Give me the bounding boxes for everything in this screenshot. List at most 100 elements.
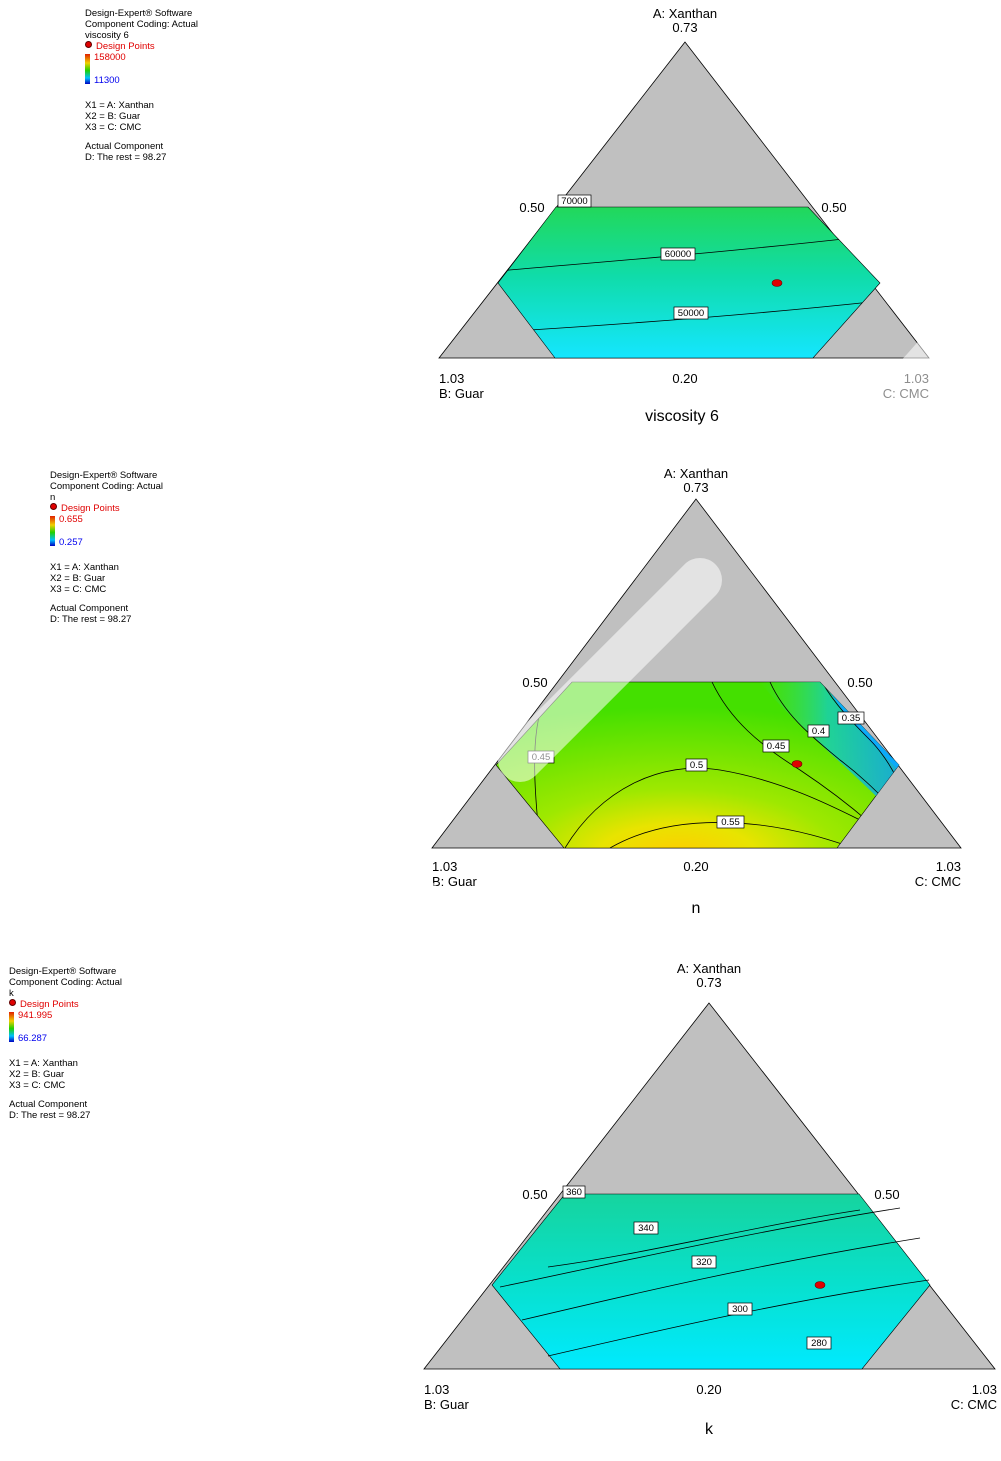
legend-x1: X1 = A: Xanthan	[50, 562, 119, 573]
scale-low: 0.257	[59, 537, 83, 548]
left-name: B: Guar	[432, 874, 477, 889]
legend-x2: X2 = B: Guar	[85, 111, 141, 122]
left-value: 1.03	[432, 859, 457, 874]
contour-label: 0.45	[527, 750, 555, 764]
bottom-mid-value: 0.20	[672, 371, 697, 386]
right-value: 1.03	[972, 1382, 997, 1397]
apex-name: A: Xanthan	[664, 466, 728, 481]
side-left-value: 0.50	[522, 675, 547, 690]
ternary-k: 360 340 320 300 280 A: Xanthan 0.73 0.50…	[423, 961, 997, 1438]
design-point	[771, 279, 783, 287]
legend-x3: X3 = C: CMC	[50, 584, 107, 595]
side-left-value: 0.50	[519, 200, 544, 215]
legend-rest: D: The rest = 98.27	[85, 152, 167, 163]
svg-text:70000: 70000	[561, 196, 587, 207]
legend-n: Design-Expert® Software Component Coding…	[50, 470, 163, 625]
color-scale-bar	[85, 54, 90, 84]
bottom-mid-value: 0.20	[683, 859, 708, 874]
scale-high: 941.995	[18, 1010, 53, 1021]
legend-response: n	[50, 492, 56, 503]
design-point-icon	[50, 503, 57, 510]
chart-title: viscosity 6	[645, 408, 719, 425]
legend-x1: X1 = A: Xanthan	[85, 100, 154, 111]
legend-design-points: Design Points	[96, 41, 155, 52]
right-name: C: CMC	[915, 874, 961, 889]
svg-text:0.55: 0.55	[721, 817, 740, 828]
legend-design-points: Design Points	[20, 999, 79, 1010]
ternary-n: 0.45 0.5 0.55 0.45 0.4 0.35 A: Xanthan 0…	[431, 466, 962, 917]
contour-label: 0.4	[807, 724, 830, 738]
legend-software: Design-Expert® Software	[9, 966, 117, 977]
contour-label: 0.55	[716, 815, 745, 829]
contour-label: 300	[727, 1302, 753, 1316]
design-point	[791, 760, 803, 768]
apex-value: 0.73	[696, 975, 721, 990]
apex-name: A: Xanthan	[677, 961, 741, 976]
color-scale-bar	[50, 516, 55, 546]
svg-text:0.4: 0.4	[812, 726, 825, 737]
color-scale: 158000 11300	[85, 52, 198, 88]
side-right-value: 0.50	[847, 675, 872, 690]
bottom-mid-value: 0.20	[696, 1382, 721, 1397]
svg-text:0.45: 0.45	[532, 752, 551, 763]
legend-actual-component: Actual Component	[50, 603, 129, 614]
svg-text:280: 280	[811, 1338, 827, 1349]
contour-label: 340	[633, 1221, 659, 1235]
svg-text:0.5: 0.5	[690, 760, 703, 771]
svg-text:360: 360	[566, 1187, 582, 1198]
svg-text:60000: 60000	[665, 249, 691, 260]
chart-title: k	[705, 1421, 714, 1438]
svg-text:300: 300	[732, 1304, 748, 1315]
design-point	[814, 1281, 826, 1289]
contour-label: 50000	[673, 306, 709, 320]
apex-name: A: Xanthan	[653, 6, 717, 21]
legend-rest: D: The rest = 98.27	[50, 614, 132, 625]
scale-high: 158000	[94, 52, 126, 63]
feasible-region	[497, 206, 881, 359]
legend-x3: X3 = C: CMC	[9, 1080, 66, 1091]
side-right-value: 0.50	[821, 200, 846, 215]
left-value: 1.03	[424, 1382, 449, 1397]
legend-coding: Component Coding: Actual	[85, 19, 199, 30]
left-name: B: Guar	[424, 1397, 469, 1412]
legend-coding: Component Coding: Actual	[9, 977, 123, 988]
svg-text:50000: 50000	[678, 308, 704, 319]
feasible-region	[491, 1193, 931, 1370]
legend-actual-component: Actual Component	[85, 141, 164, 152]
contour-label: 0.45	[762, 739, 790, 753]
right-value: 1.03	[936, 859, 961, 874]
contour-label: 70000	[557, 194, 592, 208]
legend-coding: Component Coding: Actual	[50, 481, 164, 492]
contour-label: 360	[562, 1185, 586, 1199]
ternary-viscosity: 70000 60000 50000 A: Xanthan 0.73 0.50 0…	[438, 6, 930, 425]
svg-text:320: 320	[696, 1257, 712, 1268]
legend-response: k	[9, 988, 14, 999]
apex-value: 0.73	[672, 20, 697, 35]
svg-text:0.35: 0.35	[842, 713, 861, 724]
scale-low: 66.287	[18, 1033, 48, 1044]
scale-high: 0.655	[59, 514, 83, 525]
chart-title: n	[692, 900, 701, 917]
contour-label: 0.35	[837, 711, 865, 725]
svg-text:0.45: 0.45	[767, 741, 786, 752]
left-name: B: Guar	[439, 386, 484, 401]
scale-low: 11300	[94, 75, 120, 86]
contour-label: 0.5	[685, 758, 708, 772]
legend-x2: X2 = B: Guar	[9, 1069, 65, 1080]
legend-x3: X3 = C: CMC	[85, 122, 142, 133]
contour-label: 280	[806, 1336, 832, 1350]
design-point-icon	[9, 999, 16, 1006]
contour-lines	[499, 1207, 930, 1357]
color-scale: 0.655 0.257	[50, 514, 163, 550]
svg-text:340: 340	[638, 1223, 654, 1234]
legend-viscosity: Design-Expert® Software Component Coding…	[85, 8, 198, 163]
legend-software: Design-Expert® Software	[85, 8, 193, 19]
legend-design-points: Design Points	[61, 503, 120, 514]
side-left-value: 0.50	[522, 1187, 547, 1202]
legend-response: viscosity 6	[85, 30, 129, 41]
right-name: C: CMC	[883, 386, 929, 401]
contour-label: 320	[691, 1255, 717, 1269]
color-scale: 941.995 66.287	[9, 1010, 122, 1046]
right-value: 1.03	[904, 371, 929, 386]
